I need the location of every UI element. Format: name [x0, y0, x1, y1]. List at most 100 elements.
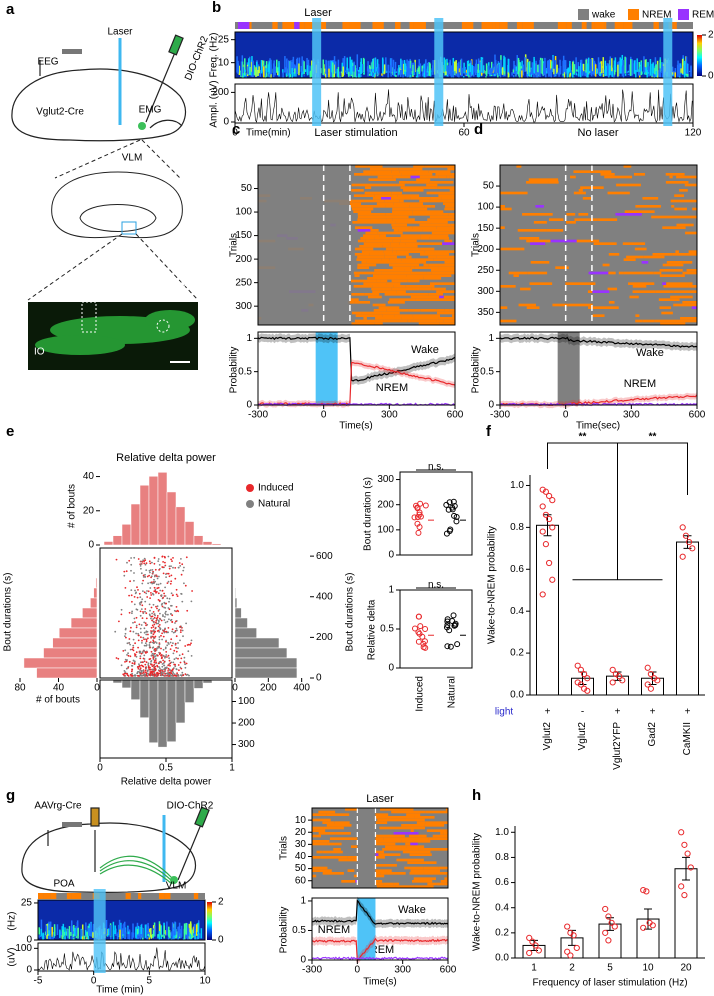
spectrogram-power	[65, 931, 67, 936]
spectrogram-power	[325, 59, 327, 72]
bout-dot	[135, 655, 138, 658]
raster-state	[400, 234, 421, 237]
raster-state	[354, 173, 372, 176]
raster-state	[429, 215, 453, 219]
bout-dot	[177, 610, 180, 613]
raster-state	[357, 255, 385, 259]
bout-dot	[151, 592, 154, 595]
bout-dot	[174, 665, 177, 668]
spectrogram-power	[70, 931, 72, 936]
bout-dot	[169, 664, 171, 667]
spectrogram-power	[514, 65, 516, 75]
data-point	[605, 913, 612, 920]
raster-state	[386, 309, 409, 312]
bout-dot	[143, 649, 145, 652]
raster-state	[398, 229, 423, 232]
spectrogram-power	[392, 59, 395, 76]
bout-dot	[126, 561, 128, 564]
data-point	[643, 888, 650, 895]
bout-dot	[145, 592, 148, 595]
raster-state	[500, 247, 521, 251]
data-point	[681, 892, 688, 899]
spectrogram-power	[193, 933, 195, 937]
raster-state	[592, 290, 610, 293]
spectrogram-power	[548, 61, 550, 77]
spectrogram-power	[328, 68, 330, 78]
tick-label: 0.4	[495, 902, 509, 913]
spectrogram-power	[645, 67, 647, 73]
tick-label: -300	[248, 410, 268, 421]
bout-dot	[147, 582, 150, 585]
raster-state	[364, 191, 392, 195]
spectrogram-power	[466, 60, 469, 77]
spectrogram-power	[338, 71, 341, 77]
raster-state	[592, 314, 605, 317]
spectrogram-power	[638, 62, 641, 72]
raster-state	[378, 218, 387, 221]
spectrogram-power	[62, 929, 64, 940]
spectrogram-power	[530, 69, 532, 74]
raster-state	[666, 282, 693, 285]
bout-dot	[170, 580, 173, 583]
raster-state	[385, 808, 414, 811]
spectrogram-power	[452, 62, 454, 73]
raster-state	[357, 218, 371, 221]
bout-dot	[177, 647, 179, 650]
raster-state	[438, 194, 455, 197]
bout-dot	[167, 664, 170, 667]
bout-dot	[164, 672, 167, 675]
bout-dot	[131, 612, 133, 615]
raster-state	[401, 848, 419, 851]
hypnogram-state	[499, 22, 508, 29]
spectrogram-power	[333, 56, 336, 73]
raster-state	[355, 247, 374, 251]
spectrogram-power	[479, 74, 482, 76]
raster-state	[426, 191, 454, 195]
bout-dot	[152, 670, 155, 673]
bout-dot	[149, 609, 151, 612]
bout-dot	[136, 674, 139, 677]
raster-state	[380, 279, 388, 283]
spectrogram-power	[674, 71, 676, 78]
spectrogram-power	[443, 57, 446, 72]
spectrogram-power	[73, 925, 75, 940]
bout-dot	[153, 578, 155, 581]
bout-dot	[175, 606, 178, 608]
spectrogram-power	[282, 69, 284, 74]
spectrogram-power	[605, 65, 607, 76]
bout-dot	[163, 619, 166, 621]
spectrogram-power	[197, 934, 199, 940]
hist-bar	[93, 587, 98, 599]
spectrogram-power	[45, 925, 48, 936]
bout-dot	[143, 674, 146, 676]
raster-state	[405, 818, 425, 822]
bout-dot	[162, 659, 165, 662]
raster-state	[695, 215, 697, 219]
group-dot	[414, 520, 421, 527]
spectrogram-power	[140, 924, 142, 935]
bout-dot	[155, 617, 158, 620]
tick-label: 0	[94, 683, 100, 694]
raster-state	[392, 250, 397, 253]
spectrogram-power	[114, 925, 116, 935]
legend-swatch	[578, 9, 589, 20]
spectrogram-power	[355, 75, 358, 78]
legend-label: Induced	[258, 483, 294, 494]
raster-state	[424, 824, 433, 827]
raster-state	[407, 319, 412, 323]
spectrogram-power	[269, 71, 271, 77]
raster-state	[399, 242, 406, 245]
tick-label: 10	[295, 815, 307, 826]
bout-dot	[145, 644, 148, 646]
right-label: Bout durations (s)	[345, 573, 356, 652]
spectrogram-power	[341, 62, 344, 74]
spectrogram-power	[81, 929, 83, 937]
nrem-label: NREM	[318, 924, 350, 936]
bout-dot	[142, 657, 145, 660]
significance-label: **	[579, 432, 587, 443]
spectrogram-power	[646, 70, 648, 78]
raster-state	[366, 261, 396, 264]
raster-state	[520, 287, 531, 291]
group-dot	[446, 499, 453, 506]
spectrogram-power	[577, 69, 580, 73]
